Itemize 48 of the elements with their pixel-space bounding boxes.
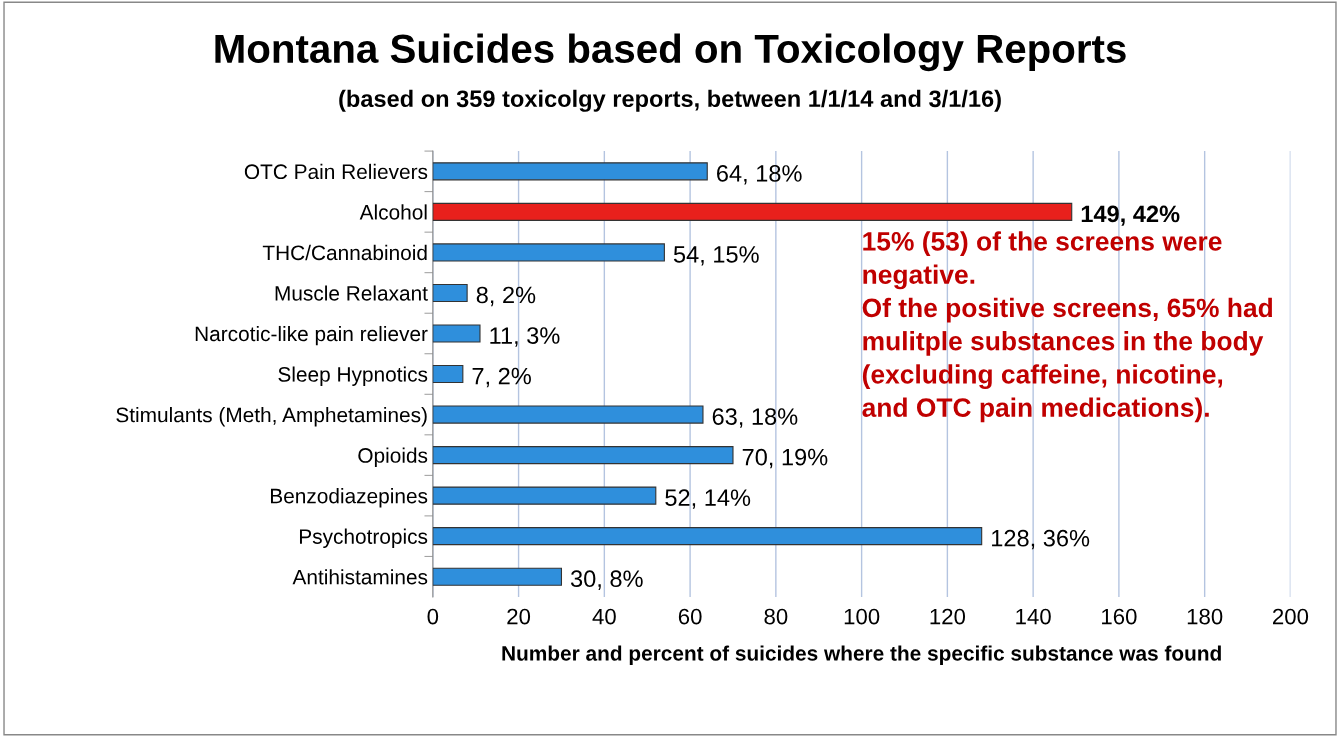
x-tick-label: 180	[1187, 608, 1223, 625]
data-label: 63, 18%	[712, 408, 798, 428]
x-tick-label: 200	[1273, 608, 1309, 625]
annotation: 15% (53) of the screens were negative. Of the positive screens, 65% had mulitple substances in the body (excluding caffeine, nicotine, and OTC pain medications).	[862, 231, 1272, 423]
x-tick-label: 100	[844, 608, 880, 625]
y-tick-label: Opioids	[358, 447, 428, 467]
data-label: 64, 18%	[717, 165, 802, 185]
y-tick-label: Sleep Hypnotics	[278, 366, 428, 386]
y-tick-label: Stimulants (Meth, Amphetamines)	[116, 407, 427, 427]
x-axis-title: Number and percent of suicides where the specific substance was found	[502, 645, 1221, 665]
bar	[432, 446, 734, 465]
data-label: 11, 3%	[490, 327, 560, 347]
data-label: 8, 2%	[476, 286, 536, 307]
bar	[432, 405, 704, 424]
data-label: 52, 14%	[665, 489, 751, 509]
data-label: 149, 42%	[1081, 205, 1180, 226]
data-label: 30, 8%	[570, 570, 643, 590]
bar	[432, 364, 464, 384]
x-tick-label: 160	[1102, 608, 1137, 625]
data-label: 7, 2%	[472, 367, 531, 388]
x-tick-label: 0	[427, 608, 439, 625]
y-tick-label: Benzodiazepines	[271, 488, 428, 508]
data-label: 54, 15%	[673, 246, 759, 266]
x-tick-label: 20	[507, 608, 531, 625]
y-tick-label: OTC Pain Relievers	[244, 163, 428, 180]
x-tick-label: 120	[930, 608, 966, 625]
x-tick-label: 40	[592, 608, 616, 625]
bar	[432, 486, 657, 505]
bar	[432, 243, 665, 262]
bar	[432, 567, 563, 586]
y-tick-label: Muscle Relaxant	[275, 285, 428, 301]
chart-title: Montana Suicides based on Toxicology Reports	[215, 33, 1126, 72]
y-tick-label: Antihistamines	[292, 569, 428, 585]
bar	[432, 324, 481, 343]
bar	[432, 283, 468, 303]
y-tick-label: Narcotic-like pain reliever	[195, 325, 428, 346]
y-tick-label: THC/Cannabinoid	[262, 244, 427, 261]
x-tick-label: 60	[678, 608, 702, 625]
x-tick-label: 140	[1016, 608, 1051, 625]
y-tick-label: Alcohol	[359, 204, 427, 220]
y-tick-label: Psychotropics	[299, 528, 428, 549]
data-label: 70, 19%	[742, 448, 828, 469]
bar	[432, 202, 1073, 221]
bar	[432, 162, 708, 181]
data-label: 128, 36%	[992, 529, 1090, 550]
x-tick-label: 80	[764, 608, 788, 625]
chart-subtitle: (based on 359 toxicolgy reports, between 1/1/14 and 3/1/16)	[339, 89, 1001, 112]
bar	[432, 527, 983, 546]
